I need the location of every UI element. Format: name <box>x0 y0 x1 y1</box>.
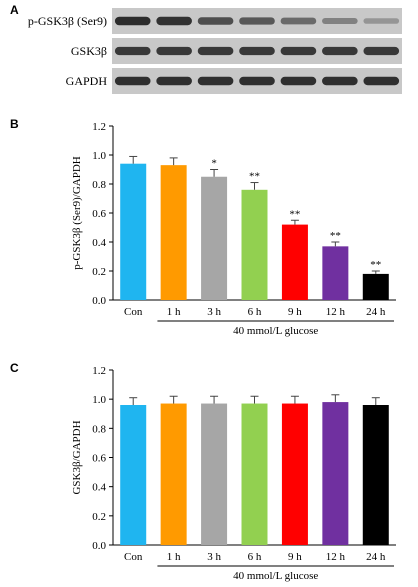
bar <box>322 246 349 300</box>
blot-band <box>280 76 317 86</box>
y-axis-label: GSK3β/GAPDH <box>71 420 83 494</box>
blot-band <box>114 76 151 86</box>
blot-band <box>363 18 400 24</box>
significance-marker: ** <box>330 230 341 242</box>
blot-band <box>280 46 317 56</box>
bar <box>281 403 308 545</box>
bar <box>120 163 147 300</box>
chart-b: 0.0 0.2 0.4 0.6 0.8 1.0 1.2 p-GSK3β (Ser9)/GAPD… <box>71 121 396 337</box>
bar <box>160 165 187 300</box>
y-tick-label: 0.0 <box>92 295 106 307</box>
category-label: Con <box>124 551 143 563</box>
category-label: 9 h <box>288 306 302 318</box>
category-label: 9 h <box>288 551 302 563</box>
blot-band <box>197 76 234 86</box>
blot-band <box>322 17 358 25</box>
blot-band <box>239 76 275 86</box>
bar <box>160 403 187 545</box>
y-tick-label: 0.8 <box>92 423 106 435</box>
category-label: 12 h <box>326 306 346 318</box>
y-tick-label: 0.6 <box>92 208 106 220</box>
blot-band <box>156 46 192 56</box>
bar <box>281 224 308 300</box>
category-label: Con <box>124 306 143 318</box>
y-tick-label: 1.2 <box>92 365 106 377</box>
bar <box>120 405 147 545</box>
y-tick-label: 0.8 <box>92 179 106 191</box>
blot-band <box>363 46 400 56</box>
y-tick-label: 1.0 <box>92 150 106 162</box>
category-label: 12 h <box>326 551 346 563</box>
blot-band <box>114 46 151 56</box>
category-label: 24 h <box>366 306 386 318</box>
bar <box>241 403 268 545</box>
category-label: 24 h <box>366 551 386 563</box>
y-tick-label: 1.0 <box>92 394 106 406</box>
chart-c: 0.0 0.2 0.4 0.6 0.8 1.0 1.2 GSK3β/GAPDH Con 1 h 3 … <box>71 365 396 582</box>
blot-band <box>156 16 192 26</box>
y-tick-label: 0.2 <box>92 266 106 278</box>
bar <box>201 403 228 545</box>
blot-band <box>363 76 400 86</box>
y-tick-label: 0.4 <box>92 237 106 249</box>
blot-band <box>114 16 151 26</box>
significance-marker: ** <box>289 208 300 220</box>
western-blot-panel: p-GSK3β (Ser9) GSK3β GAPDH <box>28 8 402 94</box>
panel-b-letter: B <box>10 117 19 131</box>
y-tick-label: 0.6 <box>92 453 106 465</box>
blot-label: p-GSK3β (Ser9) <box>28 14 107 28</box>
panel-c-letter: C <box>10 361 19 375</box>
significance-marker: ** <box>249 171 260 183</box>
blot-band <box>239 17 275 25</box>
blot-band <box>156 76 192 86</box>
category-label: 1 h <box>167 306 181 318</box>
category-label: 6 h <box>248 306 262 318</box>
panel-a-letter: A <box>10 3 19 17</box>
blot-band <box>322 76 358 86</box>
bar <box>362 273 389 300</box>
significance-marker: ** <box>370 259 381 271</box>
y-tick-label: 1.2 <box>92 121 106 133</box>
blot-band <box>197 17 234 25</box>
blot-band <box>280 17 317 25</box>
blot-band <box>322 46 358 56</box>
blot-label: GAPDH <box>66 74 108 88</box>
blot-band <box>197 46 234 56</box>
y-tick-label: 0.0 <box>92 540 106 552</box>
bar <box>241 189 268 300</box>
category-label: 1 h <box>167 551 181 563</box>
significance-marker: * <box>211 158 217 170</box>
category-label: 3 h <box>207 306 221 318</box>
blot-label: GSK3β <box>71 44 107 58</box>
blot-band <box>239 46 275 56</box>
bar <box>322 402 349 545</box>
group-label: 40 mmol/L glucose <box>233 570 318 582</box>
bar <box>362 405 389 545</box>
y-tick-label: 0.4 <box>92 482 106 494</box>
group-label: 40 mmol/L glucose <box>233 325 318 337</box>
y-axis-label: p-GSK3β (Ser9)/GAPDH <box>71 156 83 270</box>
bar <box>201 176 228 300</box>
category-label: 3 h <box>207 551 221 563</box>
category-label: 6 h <box>248 551 262 563</box>
y-tick-label: 0.2 <box>92 511 106 523</box>
